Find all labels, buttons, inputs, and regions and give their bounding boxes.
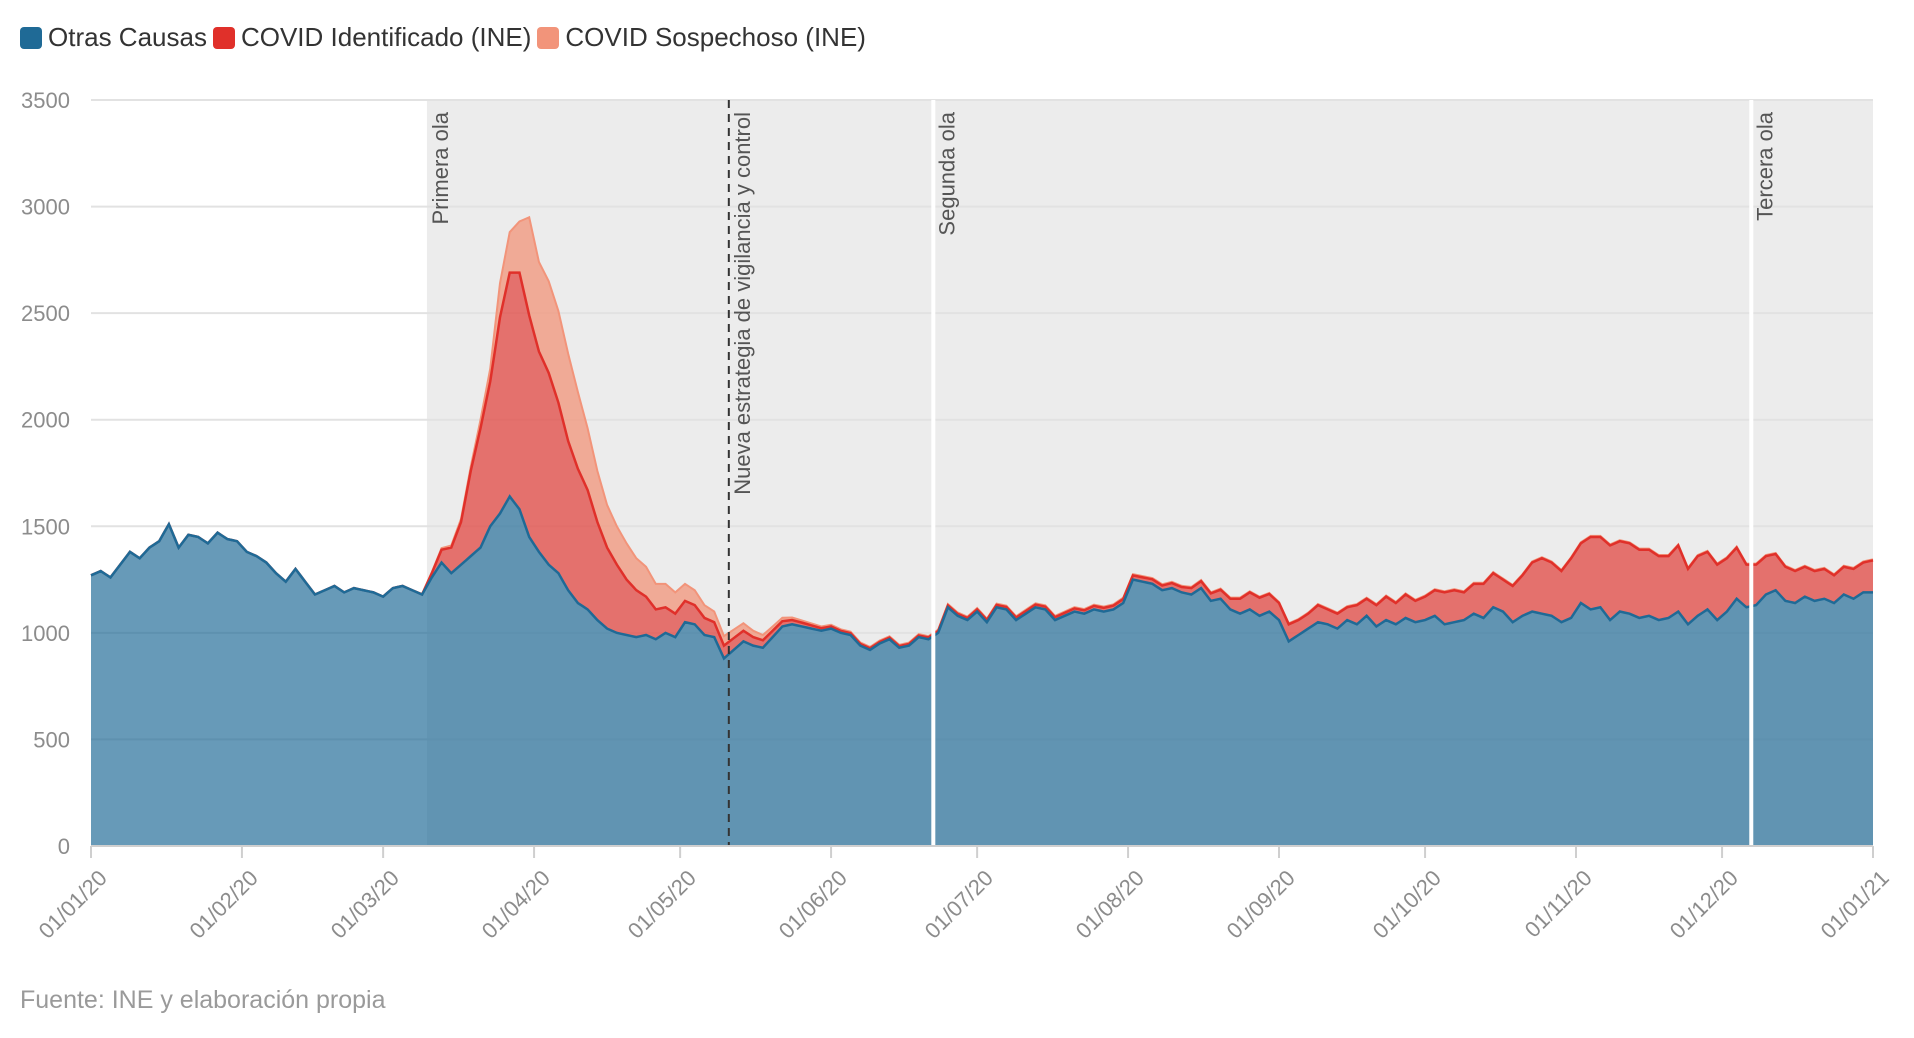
x-tick-label: 01/04/20 <box>477 865 555 943</box>
legend-swatch-otras-causas <box>20 26 42 49</box>
x-tick-label: 01/08/20 <box>1071 865 1149 943</box>
legend-item-covid-sospechoso[interactable]: COVID Sospechoso (INE) <box>537 22 866 53</box>
legend-label-otras-causas: Otras Causas <box>48 22 207 52</box>
y-tick-label: 1000 <box>21 621 70 646</box>
x-tick-label: 01/01/21 <box>1816 865 1894 943</box>
y-tick-label: 1500 <box>21 514 70 539</box>
x-tick-label: 01/01/20 <box>34 865 112 943</box>
area-covid-sospechoso <box>91 217 1873 649</box>
x-tick-label: 01/03/20 <box>326 865 404 943</box>
x-tick-label: 01/12/20 <box>1665 865 1743 943</box>
area-otras-causas <box>91 496 1873 846</box>
legend-label-covid-identificado: COVID Identificado (INE) <box>240 22 532 52</box>
legend-swatch-covid-sospechoso <box>537 26 560 49</box>
y-tick-label: 3500 <box>21 88 70 113</box>
y-tick-label: 2000 <box>21 408 70 433</box>
source-note: Fuente: INE y elaboración propia <box>20 986 386 1014</box>
x-tick-label: 01/02/20 <box>185 865 263 943</box>
legend-item-covid-identificado[interactable]: COVID Identificado (INE) <box>212 22 532 53</box>
x-tick-label: 01/05/20 <box>623 865 701 943</box>
x-tick-label: 01/07/20 <box>920 865 998 943</box>
x-tick-label: 01/09/20 <box>1222 865 1300 943</box>
legend-item-otras-causas[interactable]: Otras Causas <box>20 22 207 53</box>
x-tick-label: 01/06/20 <box>774 865 852 943</box>
y-tick-label: 2500 <box>21 301 70 326</box>
y-tick-label: 500 <box>33 727 70 752</box>
annotation-label: Tercera ola <box>1752 111 1777 221</box>
legend: Otras Causas COVID Identificado (INE) CO… <box>20 22 872 53</box>
legend-label-covid-sospechoso: COVID Sospechoso (INE) <box>565 22 866 52</box>
annotation-label: Nueva estrategia de vigilancia y control <box>730 112 755 495</box>
x-tick-label: 01/10/20 <box>1368 865 1446 943</box>
legend-swatch-covid-identificado <box>212 26 235 49</box>
annotation-label: Primera ola <box>428 111 453 224</box>
line-otras-causas <box>90 494 1873 661</box>
area-covid-identificado <box>91 272 1873 659</box>
y-tick-label: 3000 <box>21 195 70 220</box>
annotation-label: Segunda ola <box>934 111 959 235</box>
x-tick-label: 01/11/20 <box>1520 865 1597 942</box>
y-tick-label: 0 <box>58 834 70 859</box>
